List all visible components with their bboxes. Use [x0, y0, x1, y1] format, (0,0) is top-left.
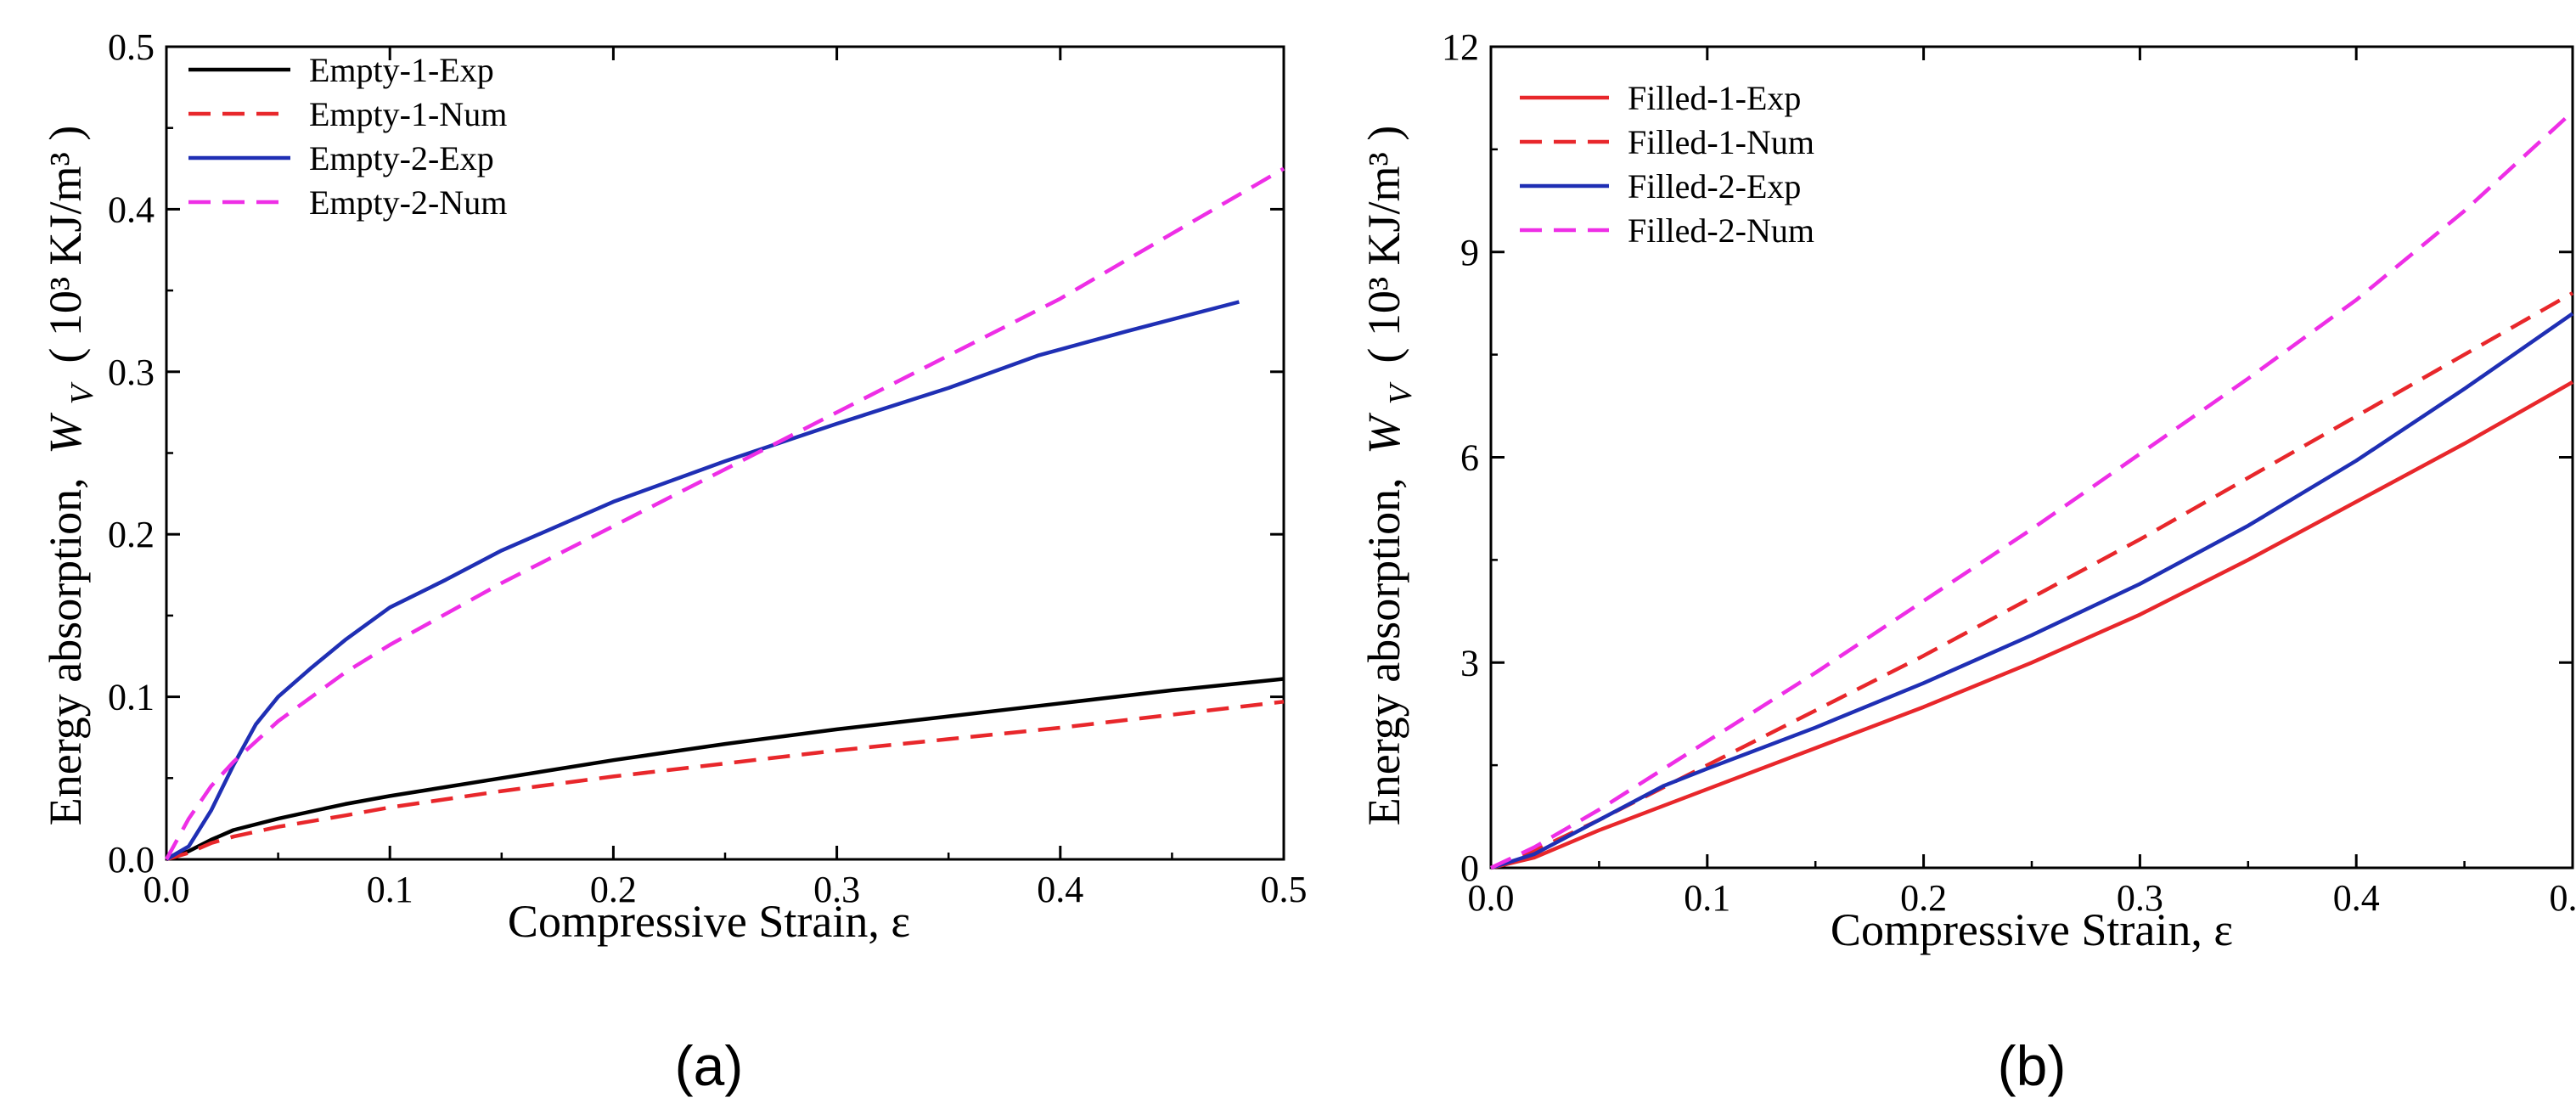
- y-tick-label-a: 0.5: [108, 26, 155, 68]
- y-tick-label-b: 6: [1460, 437, 1479, 479]
- series-line-empty-2-exp: [166, 302, 1239, 860]
- legend-label-empty-2-num: Empty-2-Num: [309, 183, 507, 222]
- y-axis-title-text: Energy absorption,: [40, 477, 91, 825]
- series-line-filled-1-exp: [1491, 382, 2573, 868]
- x-tick-label-b: 0.4: [2333, 877, 2380, 919]
- y-tick-label-b: 12: [1442, 26, 1479, 68]
- x-axis-title-b: Compressive Strain, ε: [1831, 904, 2233, 955]
- y-axis-symbol: W: [40, 412, 91, 454]
- panel-label-a: (a): [675, 1034, 744, 1097]
- y-tick-label-a: 0.1: [108, 677, 155, 718]
- y-axis-title-b: Energy absorption, W V ( 10³ KJ/m³ ): [1358, 126, 1421, 826]
- x-tick-label-a: 0.1: [367, 869, 413, 910]
- y-axis-title-a: Energy absorption, W V ( 10³ KJ/m³ ): [40, 126, 103, 826]
- y-tick-label-a: 0.0: [108, 839, 155, 881]
- x-tick-label-a: 0.3: [813, 869, 860, 910]
- panel-a: Energy absorption, W V ( 10³ KJ/m³ ) Com…: [40, 26, 1308, 1097]
- panel-b: Energy absorption, W V ( 10³ KJ/m³ ) Com…: [1358, 26, 2576, 1097]
- y-axis-subscript: V: [1383, 381, 1419, 404]
- x-tick-label-a: 0.5: [1261, 869, 1308, 910]
- legend-label-empty-1-num: Empty-1-Num: [309, 95, 507, 133]
- y-axis-subscript: V: [65, 381, 100, 404]
- series-line-empty-2-num: [166, 169, 1284, 859]
- x-tick-label-b: 0.1: [1684, 877, 1730, 919]
- panel-label-b: (b): [1998, 1034, 2067, 1097]
- x-tick-label-a: 0.2: [590, 869, 637, 910]
- y-axis-unit: ( 10³ KJ/m³ ): [40, 126, 91, 363]
- y-tick-label-a: 0.4: [108, 189, 155, 230]
- y-tick-label-a: 0.3: [108, 352, 155, 393]
- x-tick-label-b: 0.5: [2550, 877, 2576, 919]
- y-tick-label-a: 0.2: [108, 514, 155, 555]
- x-tick-label-b: 0.3: [2117, 877, 2163, 919]
- x-tick-label-b: 0.2: [1900, 877, 1947, 919]
- legend-label-filled-1-exp: Filled-1-Exp: [1628, 79, 1801, 117]
- series-line-filled-2-exp: [1491, 313, 2573, 868]
- series-line-filled-1-num: [1491, 293, 2573, 868]
- y-axis-title-text: Energy absorption,: [1358, 477, 1409, 825]
- legend-label-empty-1-exp: Empty-1-Exp: [309, 51, 494, 89]
- y-axis-unit: ( 10³ KJ/m³ ): [1358, 126, 1409, 363]
- x-tick-label-a: 0.4: [1037, 869, 1083, 910]
- y-axis-symbol: W: [1358, 412, 1409, 454]
- y-tick-label-b: 0: [1460, 847, 1479, 889]
- y-tick-label-b: 9: [1460, 232, 1479, 273]
- y-tick-label-b: 3: [1460, 642, 1479, 684]
- legend-label-filled-2-num: Filled-2-Num: [1628, 211, 1814, 250]
- legend-label-empty-2-exp: Empty-2-Exp: [309, 139, 494, 177]
- series-line-empty-1-exp: [166, 679, 1284, 860]
- legend-label-filled-1-num: Filled-1-Num: [1628, 123, 1814, 161]
- legend-label-filled-2-exp: Filled-2-Exp: [1628, 167, 1801, 205]
- series-line-empty-1-num: [166, 701, 1284, 859]
